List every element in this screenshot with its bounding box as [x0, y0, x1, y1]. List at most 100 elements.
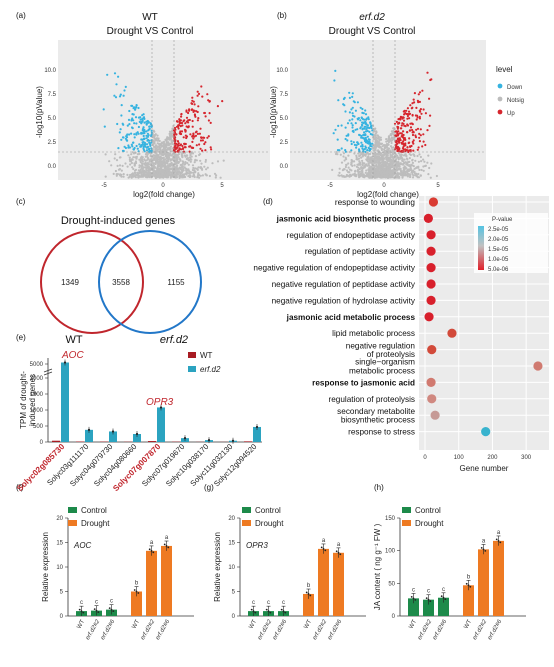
volcano-point	[143, 117, 146, 120]
volcano-point	[414, 159, 417, 162]
panel-label-d: (d)	[263, 197, 273, 206]
volcano-point	[361, 147, 364, 150]
volcano-point	[196, 119, 199, 122]
volcano-point	[406, 117, 409, 120]
volcano-point	[112, 172, 115, 175]
volcano-b-xtick: 5	[436, 183, 440, 189]
replicate-point	[322, 547, 325, 550]
volcano-point	[373, 170, 376, 173]
volcano-point	[139, 118, 142, 121]
volcano-point	[369, 132, 372, 136]
volcano-point	[384, 144, 387, 147]
volcano-point	[385, 138, 388, 141]
volcano-point	[143, 128, 146, 131]
volcano-point	[393, 166, 396, 169]
volcano-point	[149, 154, 152, 157]
volcano-point	[219, 176, 222, 179]
volcano-point	[381, 156, 384, 159]
volcano-point	[397, 122, 400, 125]
volcano-point	[171, 150, 174, 153]
volcano-point	[214, 176, 217, 179]
volcano-point	[127, 118, 131, 121]
volcano-point	[374, 141, 377, 144]
volcano-point	[148, 127, 151, 130]
volcano-point	[389, 134, 392, 137]
volcano-point	[428, 97, 431, 100]
volcano-point	[195, 110, 198, 113]
volcano-point	[363, 176, 366, 179]
volcano-point	[222, 159, 225, 162]
volcano-point	[412, 139, 415, 142]
tpm-ytick: 0	[40, 440, 44, 446]
volcano-point	[172, 174, 175, 177]
volcano-point	[179, 130, 182, 133]
volcano-point	[175, 155, 178, 158]
significance-letter: c	[412, 587, 415, 593]
volcano-point	[379, 170, 382, 173]
volcano-point	[126, 124, 129, 127]
volcano-point	[347, 166, 350, 169]
volcano-point	[390, 165, 393, 168]
volcano-point	[156, 158, 159, 161]
bar	[493, 540, 504, 616]
volcano-point	[374, 152, 377, 155]
volcano-point	[180, 115, 183, 118]
volcano-point	[422, 169, 425, 172]
volcano-point	[409, 104, 412, 107]
tpm-point	[183, 437, 187, 440]
volcano-b-xtick: -5	[327, 183, 333, 189]
volcano-point	[406, 158, 409, 161]
volcano-point	[171, 142, 174, 145]
volcano-point	[138, 143, 141, 146]
volcano-point	[402, 130, 405, 133]
volcano-point	[147, 148, 151, 151]
xlabel: erf.d2#2	[417, 618, 434, 641]
volcano-point	[353, 152, 356, 155]
volcano-point	[161, 154, 165, 157]
volcano-point	[207, 99, 210, 102]
volcano-point	[145, 122, 148, 125]
volcano-point	[372, 146, 375, 149]
ytick: 10	[228, 565, 235, 571]
volcano-point	[199, 147, 202, 150]
replicate-point	[469, 585, 472, 588]
volcano-point	[180, 121, 184, 125]
volcano-point	[373, 172, 376, 175]
volcano-point	[152, 134, 155, 137]
volcano-point	[170, 168, 173, 171]
volcano-point	[162, 169, 165, 172]
gene-label: OPR3	[246, 541, 268, 550]
pvalue-tick: 5.0e-06	[488, 267, 509, 273]
significance-letter: c	[80, 600, 83, 606]
volcano-point	[138, 158, 141, 161]
volcano-point	[186, 157, 189, 160]
volcano-point	[195, 159, 198, 162]
volcano-point	[203, 111, 206, 115]
volcano-point	[168, 163, 171, 166]
tpm-bar	[157, 407, 165, 442]
volcano-point	[384, 174, 387, 177]
volcano-point	[356, 141, 359, 144]
tpm-legend-erf: erf.d2	[200, 365, 221, 374]
volcano-point	[149, 149, 152, 152]
bar	[463, 585, 474, 616]
volcano-point	[116, 164, 119, 167]
volcano-point	[137, 175, 140, 179]
volcano-point	[166, 159, 169, 162]
bar	[161, 545, 172, 616]
venn-circle-erfd2	[98, 230, 202, 334]
volcano-point	[409, 153, 412, 157]
pvalue-tick: 1.5e-05	[488, 247, 509, 253]
volcano-point	[144, 159, 147, 162]
volcano-point	[361, 171, 364, 174]
volcano-point	[163, 166, 166, 169]
panel-label-e: (e)	[16, 333, 26, 342]
volcano-point	[207, 119, 210, 122]
tpm-bar	[52, 440, 60, 442]
volcano-point	[361, 155, 364, 158]
volcano-point	[411, 133, 415, 137]
volcano-point	[353, 101, 356, 104]
volcano-point	[125, 134, 128, 137]
volcano-point	[128, 123, 131, 126]
volcano-point	[419, 128, 422, 131]
